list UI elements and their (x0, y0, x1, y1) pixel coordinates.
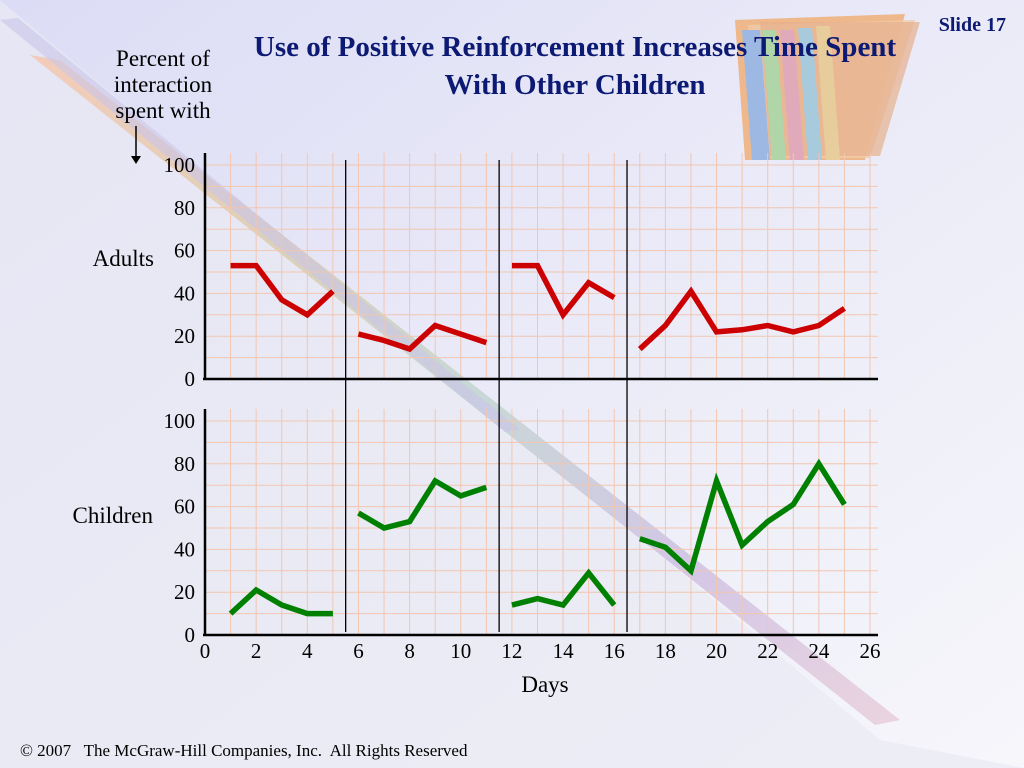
x-tick-label: 0 (200, 639, 211, 663)
y-tick-label: 60 (174, 495, 195, 519)
y-tick-label: 80 (174, 196, 195, 220)
x-tick-label: 20 (706, 639, 727, 663)
series-line-adults (511, 262, 616, 320)
y-tick-label: 0 (185, 623, 196, 647)
x-tick-label: 18 (655, 639, 676, 663)
panel-label-children: Children (72, 503, 154, 528)
x-tick-label: 26 (860, 639, 881, 663)
series-line-adults (230, 262, 335, 319)
x-tick-label: 12 (501, 639, 522, 663)
series-line-children (511, 568, 617, 609)
y-axis-label: Percent of interaction spent with (113, 46, 213, 123)
copyright-footer: © 2007 The McGraw-Hill Companies, Inc. A… (20, 741, 468, 760)
y-tick-label: 60 (174, 239, 195, 263)
y-tick-label: 40 (174, 281, 195, 305)
series-line-children (228, 586, 333, 617)
series-line-children (357, 477, 488, 531)
series-line-adults (357, 322, 488, 353)
y-tick-label: 20 (174, 580, 195, 604)
x-tick-label: 16 (604, 639, 625, 663)
x-axis-label: Days (521, 672, 569, 697)
fan-decoration (735, 14, 920, 160)
y-tick-label: 40 (174, 537, 195, 561)
y-tick-label: 100 (164, 153, 196, 177)
panel-label-adults: Adults (92, 246, 154, 271)
x-tick-label: 22 (757, 639, 778, 663)
x-tick-label: 8 (404, 639, 415, 663)
series-line-adults (637, 286, 846, 352)
x-tick-label: 2 (251, 639, 262, 663)
slide-number: Slide 17 (938, 14, 1006, 36)
x-tick-label: 24 (808, 639, 830, 663)
series-line-children (638, 458, 847, 576)
x-tick-label: 10 (450, 639, 471, 663)
x-tick-label: 14 (553, 639, 575, 663)
slide-title: Use of Positive Reinforcement Increases … (253, 31, 897, 101)
y-tick-label: 20 (174, 324, 195, 348)
x-tick-label: 4 (302, 639, 313, 663)
y-tick-label: 0 (185, 367, 196, 391)
y-tick-label: 80 (174, 452, 195, 476)
down-arrow-icon (131, 126, 141, 164)
x-tick-label: 6 (353, 639, 364, 663)
y-tick-label: 100 (164, 409, 196, 433)
